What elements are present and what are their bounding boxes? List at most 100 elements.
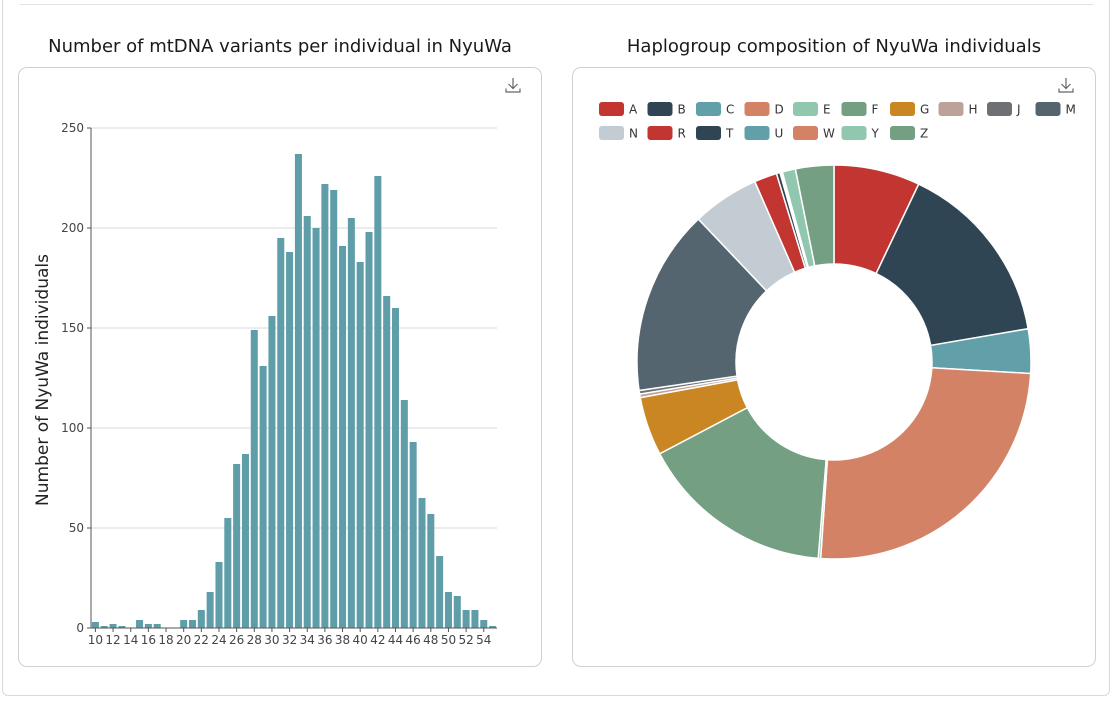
histogram-bar[interactable] <box>374 176 382 628</box>
legend-item-f[interactable]: F <box>841 102 879 117</box>
histogram-bar[interactable] <box>418 498 426 628</box>
donut-slice-b[interactable] <box>875 183 1030 347</box>
histogram-bar[interactable] <box>489 626 497 628</box>
x-tick-label: 48 <box>423 633 438 647</box>
legend-item-b[interactable]: B <box>647 102 686 117</box>
x-tick-label: 40 <box>353 633 368 647</box>
histogram-bar[interactable] <box>109 624 117 628</box>
x-tick-label: 54 <box>476 633 491 647</box>
legend-item-d[interactable]: D <box>744 102 784 117</box>
histogram-bar[interactable] <box>471 610 479 628</box>
legend-item-z[interactable]: Z <box>890 126 928 141</box>
histogram-bar[interactable] <box>409 442 417 628</box>
histogram-bar[interactable] <box>100 626 108 628</box>
x-tick-label: 42 <box>370 633 385 647</box>
x-tick-label: 16 <box>141 633 156 647</box>
histogram-bar[interactable] <box>268 316 276 628</box>
histogram-bar[interactable] <box>241 454 249 628</box>
histogram-bar[interactable] <box>286 252 294 628</box>
histogram-bar[interactable] <box>330 190 338 628</box>
legend-item-g[interactable]: G <box>890 102 929 117</box>
histogram-bar[interactable] <box>215 562 223 628</box>
donut-slice-d[interactable] <box>819 366 1032 560</box>
histogram-bar[interactable] <box>453 596 461 628</box>
histogram-bar[interactable] <box>118 626 126 628</box>
x-tick-label: 32 <box>282 633 297 647</box>
donut-slice-m[interactable] <box>636 218 768 392</box>
histogram-bar[interactable] <box>224 518 232 628</box>
histogram-bar[interactable] <box>365 232 373 628</box>
download-icon[interactable] <box>504 76 522 94</box>
legend-item-n[interactable]: N <box>599 126 638 141</box>
legend-item-a[interactable]: A <box>599 102 638 117</box>
histogram-bar[interactable] <box>321 184 329 628</box>
y-tick-label: 150 <box>61 321 84 335</box>
legend-label: C <box>726 103 734 117</box>
histogram-bar[interactable] <box>462 610 470 628</box>
legend-item-t[interactable]: T <box>696 126 734 141</box>
histogram-bar[interactable] <box>188 620 197 628</box>
histogram-bar[interactable] <box>91 622 99 628</box>
x-tick-label: 18 <box>158 633 173 647</box>
histogram-bar[interactable] <box>347 218 355 628</box>
histogram-bar[interactable] <box>339 246 347 628</box>
y-tick-label: 250 <box>61 121 84 135</box>
legend-item-j[interactable]: J <box>987 102 1021 117</box>
legend-swatch <box>744 102 770 116</box>
histogram-bar[interactable] <box>180 620 188 628</box>
legend-label: T <box>725 127 734 141</box>
histogram-bar[interactable] <box>250 330 258 628</box>
download-icon[interactable] <box>1057 76 1075 94</box>
histogram-bar[interactable] <box>233 464 241 628</box>
donut-plot: A B C D E F G H J M N R T U W Y Z <box>599 102 1076 560</box>
histogram-bar[interactable] <box>197 610 205 628</box>
histogram-bar[interactable] <box>277 238 285 628</box>
x-tick-label: 28 <box>247 633 262 647</box>
legend-label: W <box>823 127 835 141</box>
histogram-bar[interactable] <box>427 514 435 628</box>
legend-label: Z <box>920 127 928 141</box>
legend-item-u[interactable]: U <box>744 126 784 141</box>
histogram-bar[interactable] <box>312 228 320 628</box>
histogram-bar[interactable] <box>303 216 311 628</box>
histogram-bar[interactable] <box>153 624 161 628</box>
legend-swatch <box>696 102 721 116</box>
legend-item-h[interactable]: H <box>938 102 978 117</box>
x-tick-label: 26 <box>229 633 244 647</box>
histogram-bar[interactable] <box>144 624 152 628</box>
histogram-bar[interactable] <box>383 296 391 628</box>
donut-slice-z[interactable] <box>794 164 835 267</box>
legend-label: U <box>775 127 784 141</box>
x-tick-label: 36 <box>317 633 332 647</box>
legend-item-y[interactable]: Y <box>841 126 880 141</box>
histogram-bar[interactable] <box>294 154 302 628</box>
histogram-title: Number of mtDNA variants per individual … <box>48 36 512 57</box>
histogram-bar[interactable] <box>436 556 444 628</box>
legend-item-r[interactable]: R <box>647 126 686 141</box>
x-tick-label: 44 <box>388 633 403 647</box>
histogram-bar[interactable] <box>391 308 400 628</box>
x-tick-label: 24 <box>211 633 226 647</box>
histogram-bar[interactable] <box>444 592 452 628</box>
legend-item-w[interactable]: W <box>793 126 835 141</box>
legend-swatch <box>938 102 964 116</box>
y-tick-label: 100 <box>61 421 84 435</box>
histogram-bar[interactable] <box>356 262 364 628</box>
legend-swatch <box>599 126 624 140</box>
legend-item-m[interactable]: M <box>1035 102 1076 117</box>
histogram-bar[interactable] <box>206 592 214 628</box>
donut-slice-f[interactable] <box>658 406 827 560</box>
x-tick-label: 46 <box>406 633 421 647</box>
legend-swatch <box>987 102 1012 116</box>
histogram-bar[interactable] <box>400 400 408 628</box>
histogram-bar[interactable] <box>259 366 267 628</box>
x-tick-label: 34 <box>300 633 315 647</box>
legend-item-e[interactable]: E <box>793 102 831 117</box>
histogram-bar[interactable] <box>480 620 488 628</box>
legend-swatch <box>744 126 770 140</box>
legend-item-c[interactable]: C <box>696 102 734 117</box>
y-tick-label: 0 <box>76 621 84 635</box>
legend-label: J <box>1016 103 1021 117</box>
histogram-bar[interactable] <box>136 620 144 628</box>
